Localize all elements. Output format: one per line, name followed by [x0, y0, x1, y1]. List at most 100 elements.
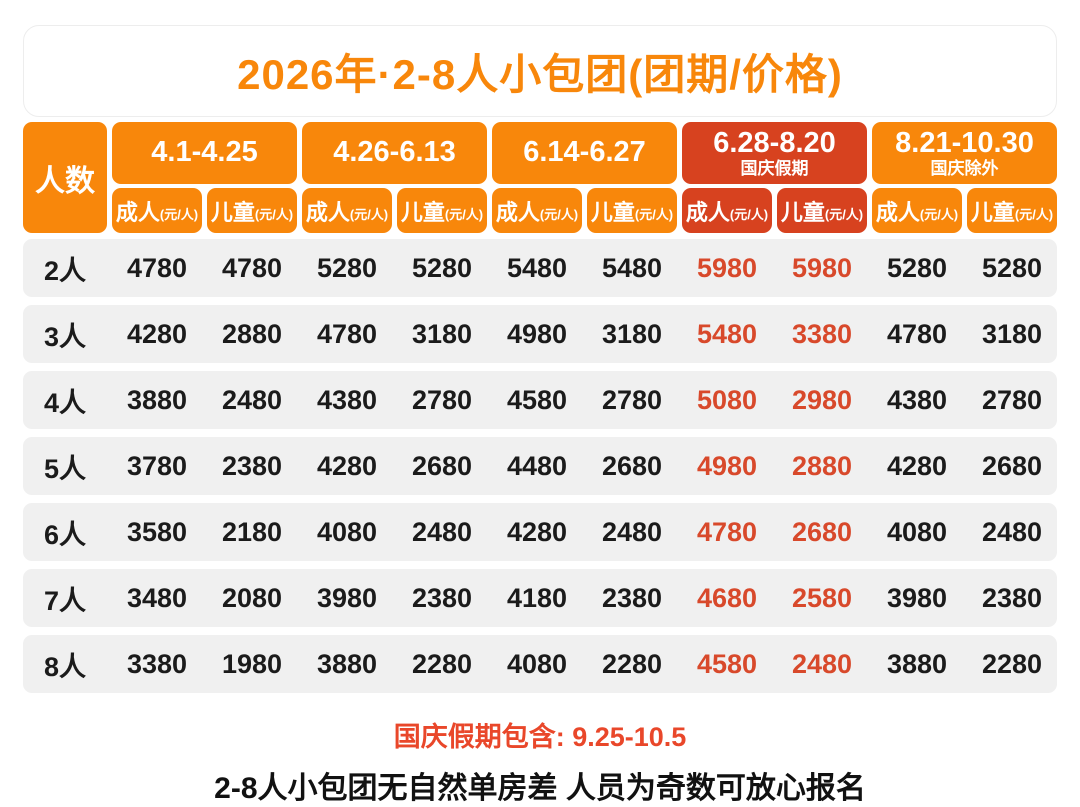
sub-label: 儿童	[210, 199, 255, 225]
price-cell: 2680	[791, 516, 853, 547]
price-cell: 5280	[411, 252, 473, 283]
price-cell: 2480	[791, 648, 853, 679]
table-row: 7人 3480 2080 3980 2380 4180 2380 4680 2580 3980 23…	[23, 569, 1057, 627]
price-cell: 4380	[886, 384, 948, 415]
price-cell: 4080	[316, 516, 378, 547]
price-cell: 4280	[316, 450, 378, 481]
price-cell: 3580	[126, 516, 188, 547]
price-cell: 2780	[411, 384, 473, 415]
price-cell: 5480	[506, 252, 568, 283]
price-cell: 4280	[506, 516, 568, 547]
header-group-cell: 6.28-8.20 国庆假期	[682, 122, 867, 184]
sub-unit-label: (元/人)	[919, 206, 959, 222]
price-cell: 2180	[221, 516, 283, 547]
table-row: 2人 4780 4780 5280 5280 5480 5480 5980 5980 5280 52…	[23, 239, 1057, 297]
price-cell: 4780	[316, 318, 378, 349]
price-cell: 3180	[411, 318, 473, 349]
price-cell: 5980	[791, 252, 853, 283]
header-sub-cell-adult: 成人 (元/人)	[682, 188, 772, 233]
price-cell: 4780	[221, 252, 283, 283]
price-cell: 2880	[791, 450, 853, 481]
header-group-cell: 4.26-6.13	[302, 122, 487, 184]
price-cell: 4980	[506, 318, 568, 349]
price-cell: 2280	[981, 648, 1043, 679]
header-people-count: 人数	[23, 122, 107, 233]
price-cell: 2880	[221, 318, 283, 349]
price-cell: 4680	[696, 582, 758, 613]
price-cell: 3180	[981, 318, 1043, 349]
sub-label: 成人	[495, 199, 540, 225]
group-range-label: 6.28-8.20	[713, 126, 836, 159]
price-cell: 2580	[791, 582, 853, 613]
sub-label: 成人	[115, 199, 160, 225]
table-row: 5人 3780 2380 4280 2680 4480 2680 4980 2880 4280 26…	[23, 437, 1057, 495]
row-label: 3人	[43, 321, 87, 352]
price-cell: 4980	[696, 450, 758, 481]
sub-unit-label: (元/人)	[1014, 206, 1054, 222]
sub-unit-label: (元/人)	[444, 206, 484, 222]
row-label: 6人	[43, 519, 87, 550]
price-cell: 2680	[981, 450, 1043, 481]
header-group-cell: 4.1-4.25	[112, 122, 297, 184]
price-cell: 2380	[981, 582, 1043, 613]
price-cell: 3780	[126, 450, 188, 481]
sub-unit-label: (元/人)	[159, 206, 199, 222]
sub-label: 成人	[875, 199, 920, 225]
table-row: 6人 3580 2180 4080 2480 4280 2480 4780 2680 4080 24…	[23, 503, 1057, 561]
price-cell: 4780	[126, 252, 188, 283]
sub-unit-label: (元/人)	[729, 206, 769, 222]
header-sub-cell-child: 儿童 (元/人)	[777, 188, 867, 233]
price-cell: 4480	[506, 450, 568, 481]
price-cell: 2480	[601, 516, 663, 547]
price-cell: 5280	[981, 252, 1043, 283]
sub-unit-label: (元/人)	[634, 206, 674, 222]
sub-label: 儿童	[400, 199, 445, 225]
header-sub-cell-adult: 成人 (元/人)	[112, 188, 202, 233]
price-cell: 2480	[981, 516, 1043, 547]
price-cell: 3880	[126, 384, 188, 415]
table-body: 2人 4780 4780 5280 5280 5480 5480 5980 5980 5280 52…	[23, 239, 1057, 693]
holiday-note: 国庆假期包含: 9.25-10.5	[393, 722, 687, 752]
sub-unit-label: (元/人)	[349, 206, 389, 222]
price-cell: 2380	[601, 582, 663, 613]
price-cell: 3380	[126, 648, 188, 679]
price-cell: 5280	[316, 252, 378, 283]
group-range-label: 6.14-6.27	[523, 136, 646, 169]
header-group-cell: 8.21-10.30 国庆除外	[872, 122, 1057, 184]
price-cell: 4580	[506, 384, 568, 415]
table-header: 人数 4.1-4.25 成人 (元/人) 儿童 (元/人) 4.26-6.13 成人 (元/人…	[23, 122, 1057, 233]
header-sub-cell-adult: 成人 (元/人)	[302, 188, 392, 233]
price-cell: 2080	[221, 582, 283, 613]
price-cell: 3480	[126, 582, 188, 613]
price-cell: 4180	[506, 582, 568, 613]
header-sub-cell-child: 儿童 (元/人)	[397, 188, 487, 233]
header-sub-cell-child: 儿童 (元/人)	[967, 188, 1057, 233]
price-cell: 4380	[316, 384, 378, 415]
row-label: 7人	[43, 585, 87, 616]
price-cell: 5480	[696, 318, 758, 349]
price-cell: 4080	[886, 516, 948, 547]
price-cell: 3180	[601, 318, 663, 349]
group-range-label: 8.21-10.30	[895, 126, 1034, 159]
price-cell: 2680	[411, 450, 473, 481]
price-cell: 2380	[411, 582, 473, 613]
sub-label: 成人	[305, 199, 350, 225]
page-title: 2026年·2-8人小包团(团期/价格)	[237, 50, 843, 98]
price-cell: 4580	[696, 648, 758, 679]
price-cell: 5080	[696, 384, 758, 415]
price-cell: 2280	[601, 648, 663, 679]
group-note-label: 国庆假期	[740, 159, 809, 179]
sub-label: 儿童	[590, 199, 635, 225]
row-label: 5人	[43, 453, 87, 484]
price-cell: 2480	[221, 384, 283, 415]
price-cell: 5280	[886, 252, 948, 283]
table-row: 4人 3880 2480 4380 2780 4580 2780 5080 2980 4380 27…	[23, 371, 1057, 429]
price-cell: 4080	[506, 648, 568, 679]
price-cell: 2480	[411, 516, 473, 547]
price-cell: 2680	[601, 450, 663, 481]
header-sub-cell-adult: 成人 (元/人)	[872, 188, 962, 233]
price-cell: 4780	[696, 516, 758, 547]
price-cell: 3880	[886, 648, 948, 679]
table-row: 8人 3380 1980 3880 2280 4080 2280 4580 2480 3880 22…	[23, 635, 1057, 693]
